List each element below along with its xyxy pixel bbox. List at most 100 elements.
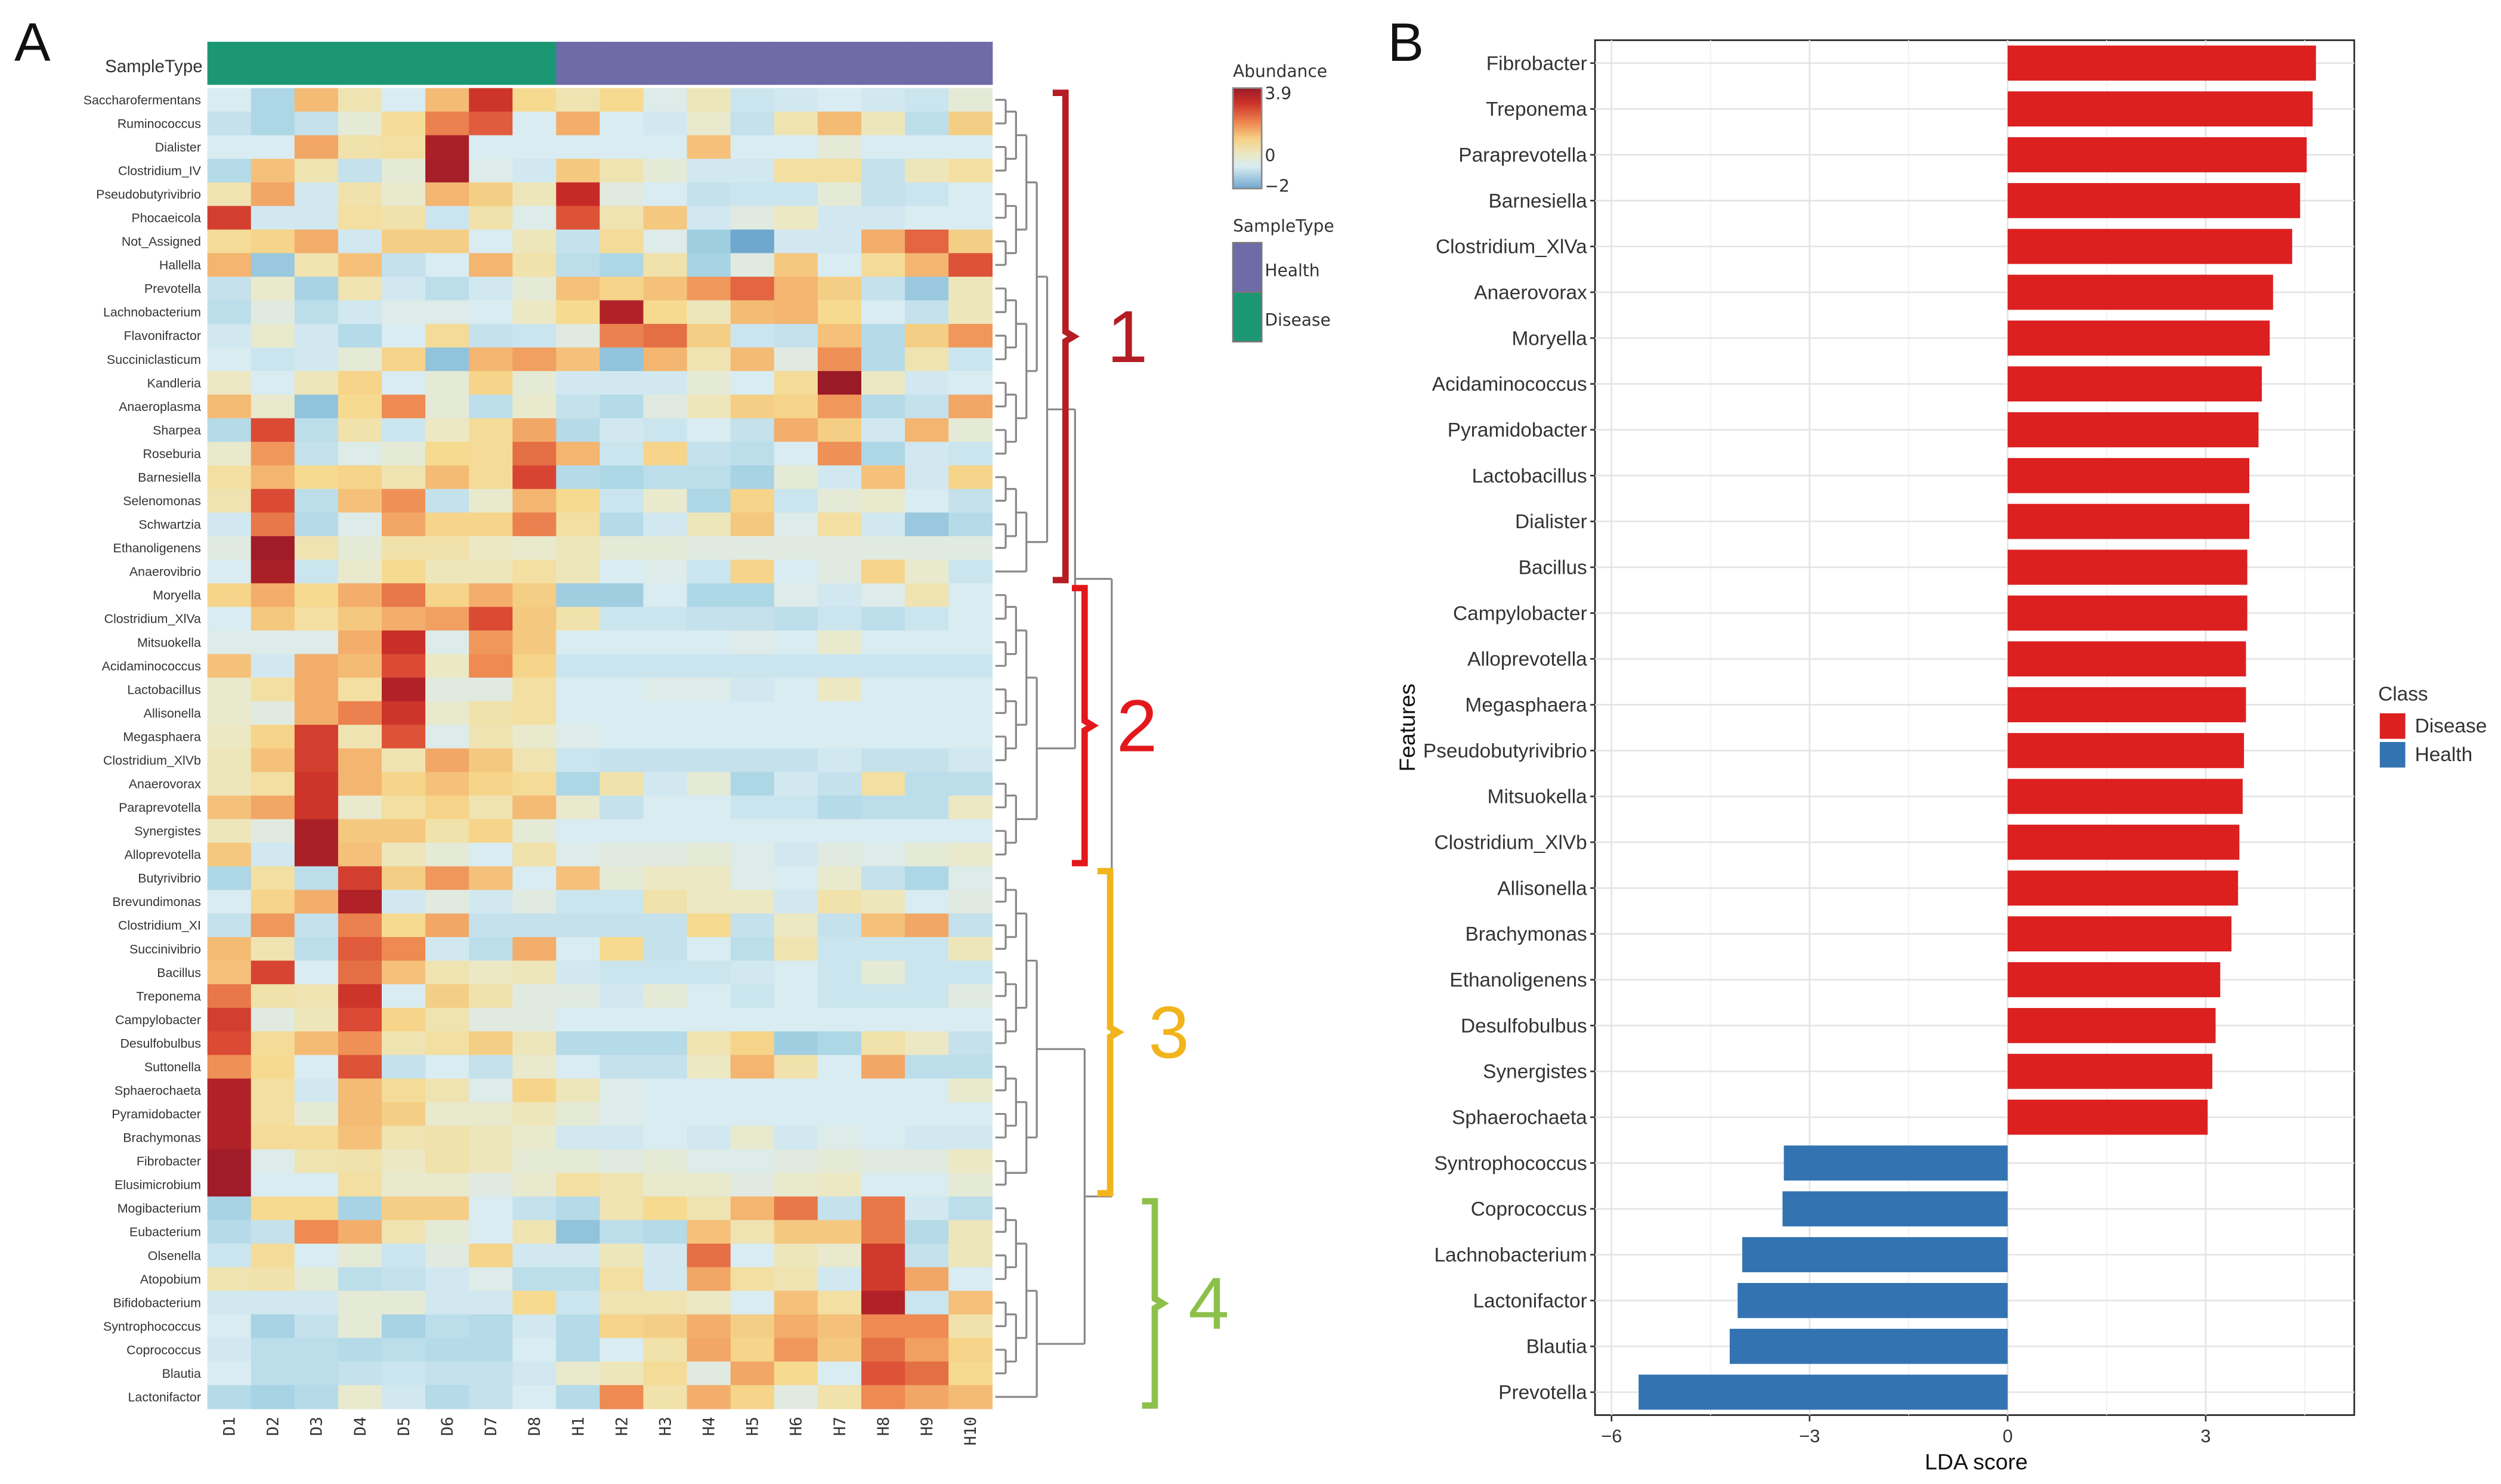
heatmap-cell [425, 88, 469, 112]
heatmap-cell [687, 512, 731, 537]
feature-label: Lactonifactor [1473, 1290, 1587, 1312]
heatmap-cell [251, 135, 295, 160]
heatmap-cell [687, 1007, 731, 1032]
heatmap-cell [425, 889, 469, 914]
heatmap-cell [425, 1291, 469, 1315]
heatmap-cell [774, 630, 818, 655]
heatmap-cell [338, 135, 382, 160]
bar-sphaerochaeta [2007, 1099, 2208, 1135]
heatmap-cell [774, 725, 818, 749]
heatmap-cell [687, 88, 731, 112]
heatmap-cell [817, 654, 862, 678]
heatmap-cell [382, 630, 426, 655]
heatmap-cell [905, 512, 950, 537]
heatmap-cell [251, 159, 295, 183]
heatmap-cell [556, 441, 601, 466]
bar-campylobacter [2007, 595, 2248, 631]
heatmap-cell [207, 1149, 252, 1174]
heatmap-cell [948, 371, 993, 395]
feature-label: Ethanoligenens [1449, 969, 1587, 991]
column-label: D1 [221, 1417, 239, 1436]
heatmap-cell [905, 607, 950, 631]
heatmap-cell [948, 1173, 993, 1197]
heatmap-cell [643, 937, 688, 961]
heatmap-cell [294, 347, 339, 372]
heatmap-cell [730, 1196, 775, 1221]
heatmap-cell [774, 300, 818, 324]
heatmap-cell [861, 229, 905, 254]
heatmap-cell [382, 1102, 426, 1127]
heatmap-cell [556, 937, 601, 961]
heatmap-cell [730, 701, 775, 725]
heatmap-cell [599, 654, 644, 678]
heatmap-cell [687, 1149, 731, 1174]
heatmap-cell [774, 772, 818, 796]
heatmap-cell [425, 795, 469, 820]
heatmap-cell [774, 1055, 818, 1080]
heatmap-cell [207, 1031, 252, 1056]
heatmap-cell [469, 795, 514, 820]
annotation-cell-health [817, 42, 862, 85]
heatmap-cell [687, 748, 731, 773]
heatmap-cell [599, 583, 644, 608]
heatmap-cell [774, 1031, 818, 1056]
heatmap-cell [556, 630, 601, 655]
heatmap-cell [338, 795, 382, 820]
heatmap-cell [774, 1220, 818, 1244]
heatmap-cell [687, 1078, 731, 1103]
heatmap-cell [425, 229, 469, 254]
heatmap-cell [817, 1361, 862, 1386]
heatmap-cell [512, 1007, 557, 1032]
row-label: Not_Assigned [122, 234, 201, 249]
heatmap-cell [294, 889, 339, 914]
heatmap-cell [861, 489, 905, 514]
heatmap-cell [294, 1031, 339, 1056]
heatmap-cell [294, 559, 339, 584]
heatmap-cell [817, 88, 862, 112]
heatmap-cell [774, 465, 818, 490]
row-label: Paraprevotella [119, 800, 201, 815]
heatmap-cell [861, 1055, 905, 1080]
heatmap-cell [556, 324, 601, 348]
heatmap-cell [643, 1196, 688, 1221]
heatmap-cell [512, 418, 557, 443]
heatmap-cell [512, 889, 557, 914]
heatmap-cell [512, 206, 557, 230]
heatmap-cell [469, 394, 514, 419]
heatmap-cell [469, 253, 514, 277]
heatmap-cell [599, 394, 644, 419]
heatmap-cell [817, 1078, 862, 1103]
row-label: Flavonifractor [123, 329, 200, 343]
heatmap-cell [861, 583, 905, 608]
bar-alloprevotella [2007, 641, 2246, 677]
heatmap-cell [556, 772, 601, 796]
abundance-legend-title: Abundance [1233, 61, 1327, 81]
heatmap-cell [512, 1385, 557, 1409]
heatmap-cell [774, 795, 818, 820]
heatmap-cell [207, 889, 252, 914]
column-label: H8 [874, 1417, 893, 1436]
heatmap-cell [425, 842, 469, 867]
heatmap-cell [599, 1385, 644, 1409]
heatmap-cell [861, 112, 905, 136]
heatmap-cell [774, 984, 818, 1009]
heatmap-cell [556, 229, 601, 254]
heatmap-cell [599, 300, 644, 324]
heatmap-cell [905, 253, 950, 277]
heatmap-cell [512, 512, 557, 537]
heatmap-panel: SampleType Saccharofermentans Ruminococcu… [84, 42, 1229, 1445]
heatmap-cell [382, 937, 426, 961]
heatmap-cell [512, 630, 557, 655]
heatmap-cell [730, 1338, 775, 1362]
heatmap-cell [207, 441, 252, 466]
column-label: H1 [569, 1417, 588, 1436]
heatmap-cell [861, 842, 905, 867]
heatmap-cell [338, 559, 382, 584]
row-label: Anaerovorax [129, 777, 202, 791]
heatmap-cell [425, 441, 469, 466]
heatmap-cell [730, 135, 775, 160]
heatmap-cell [251, 206, 295, 230]
heatmap-cell [730, 678, 775, 702]
feature-label: Lachnobacterium [1434, 1244, 1587, 1266]
heatmap-cell [905, 583, 950, 608]
